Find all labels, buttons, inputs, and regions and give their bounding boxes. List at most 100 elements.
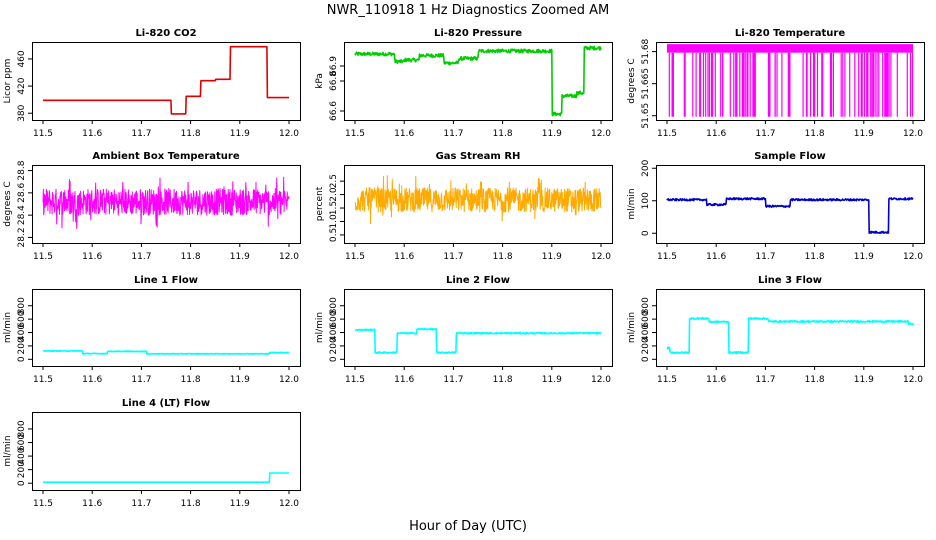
x-tick-label: 11.9 [542,375,562,385]
series-line [354,175,602,224]
panel-ylabel: ml/min [627,312,637,343]
x-tick-label: 11.7 [131,129,151,139]
y-tick-label: 460 [17,50,27,67]
y-tick-label: 400 [17,447,27,464]
y-tick-label: 51.68 [641,38,651,64]
x-tick-label: 11.6 [706,129,726,139]
panel-ylabel: degrees C [3,181,13,226]
x-tick-label: 12.0 [279,252,299,262]
x-tick-label: 11.8 [805,252,825,262]
y-tick-label: 66.9 [329,56,339,76]
y-tick-label: 380 [17,104,27,121]
y-tick-label: 66.6 [329,101,339,121]
panel-line2: Line 2 Flow ml/min 11.5 11.6 11.7 11.8 11.9 12.… [315,275,613,385]
x-tick-label: 12.0 [903,252,923,262]
panel-line1: Line 1 Flow ml/min 11.5 11.6 11.7 11.8 11.9 12.… [3,275,301,385]
y-tick-label: 0 [17,480,27,486]
panel-title: Line 4 (LT) Flow [122,398,210,409]
y-tick-label: 2.5 [329,174,339,188]
plot-frame [344,289,613,367]
plot-frame [32,289,301,367]
panel-li820temp: Li-820 Temperature degrees C 11.5 11.6 11.7 1… [627,28,925,139]
series-band [667,44,913,53]
series [667,44,914,117]
x-tick-label: 11.7 [131,499,151,509]
x-tick-label: 11.5 [33,375,53,385]
y-tick-label: 1.0 [329,214,339,229]
x-tick-label: 11.6 [82,252,102,262]
series [42,349,290,355]
panel-line4: Line 4 (LT) Flow ml/min 11.5 11.6 11.7 11.8 11… [3,398,301,509]
x-tick-label: 11.5 [33,252,53,262]
y-tick-label: 28.8 [17,160,27,180]
panel-title: Line 2 Flow [446,275,510,286]
y-tick-label: 28.2 [17,227,27,247]
y-tick-label: 400 [329,324,339,341]
panel-ylabel: ml/min [3,312,13,343]
x-tick-label: 11.9 [230,499,250,509]
y-tick-label: 800 [17,297,27,314]
x-tick-label: 11.7 [443,129,463,139]
x-tick-label: 11.5 [345,375,365,385]
x-tick-label: 11.5 [657,252,677,262]
series [354,327,602,354]
y-tick-label: 400 [17,324,27,341]
panel-ylabel: ml/min [3,435,13,466]
panel-title: Li-820 Pressure [434,28,522,39]
x-tick-label: 11.6 [82,129,102,139]
x-tick-label: 11.9 [230,375,250,385]
x-tick-label: 11.7 [755,129,775,139]
series [354,175,602,224]
series [42,176,290,229]
x-tick-label: 11.5 [657,375,677,385]
plot-frame [32,165,301,244]
panel-ylabel: percent [315,186,325,221]
panel-line3: Line 3 Flow ml/min 11.5 11.6 11.7 11.8 11.9 12.… [627,275,925,385]
y-tick-label: 0 [641,230,651,236]
y-tick-label: 0.5 [329,228,339,242]
x-tick-label: 11.8 [493,129,513,139]
x-tick-label: 11.9 [230,129,250,139]
y-tick-label: 0 [329,356,339,362]
series-line [666,197,914,234]
series [42,472,290,483]
series-line [354,45,602,117]
plot-frame [656,165,925,244]
x-tick-label: 11.7 [755,252,775,262]
series [666,316,914,355]
series-line [42,176,290,229]
y-tick-label: 800 [641,297,651,314]
x-tick-label: 12.0 [279,129,299,139]
y-tick-label: 2.0 [329,187,339,202]
x-tick-label: 12.0 [591,252,611,262]
x-tick-label: 11.6 [394,252,414,262]
y-tick-label: 400 [641,324,651,341]
y-tick-label: 100 [641,192,651,209]
plot-frame [32,42,301,121]
x-tick-label: 11.6 [394,129,414,139]
y-tick-label: 1.5 [329,201,339,215]
series-line [42,472,290,483]
panel-ambient: Ambient Box Temperature degrees C 11.5 11.6… [3,151,301,262]
x-tick-label: 11.5 [33,499,53,509]
x-tick-label: 11.6 [706,252,726,262]
x-tick-label: 11.8 [493,252,513,262]
x-tick-label: 11.9 [542,129,562,139]
x-tick-label: 11.5 [345,129,365,139]
figure-xlabel: Hour of Day (UTC) [409,519,527,534]
x-tick-label: 12.0 [591,375,611,385]
y-tick-label: 200 [17,461,27,478]
panel-ylabel: ml/min [315,312,325,343]
y-tick-label: 0 [17,356,27,362]
plot-frame [656,42,925,121]
x-tick-label: 11.9 [854,375,874,385]
panel-ylabel: kPa [315,73,325,89]
panel-title: Gas Stream RH [436,151,521,162]
x-tick-label: 11.5 [657,129,677,139]
y-tick-label: 200 [17,337,27,354]
y-tick-label: 420 [17,77,27,94]
x-tick-label: 11.5 [33,129,53,139]
plot-frame [32,412,301,491]
panel-title: Sample Flow [754,151,826,162]
